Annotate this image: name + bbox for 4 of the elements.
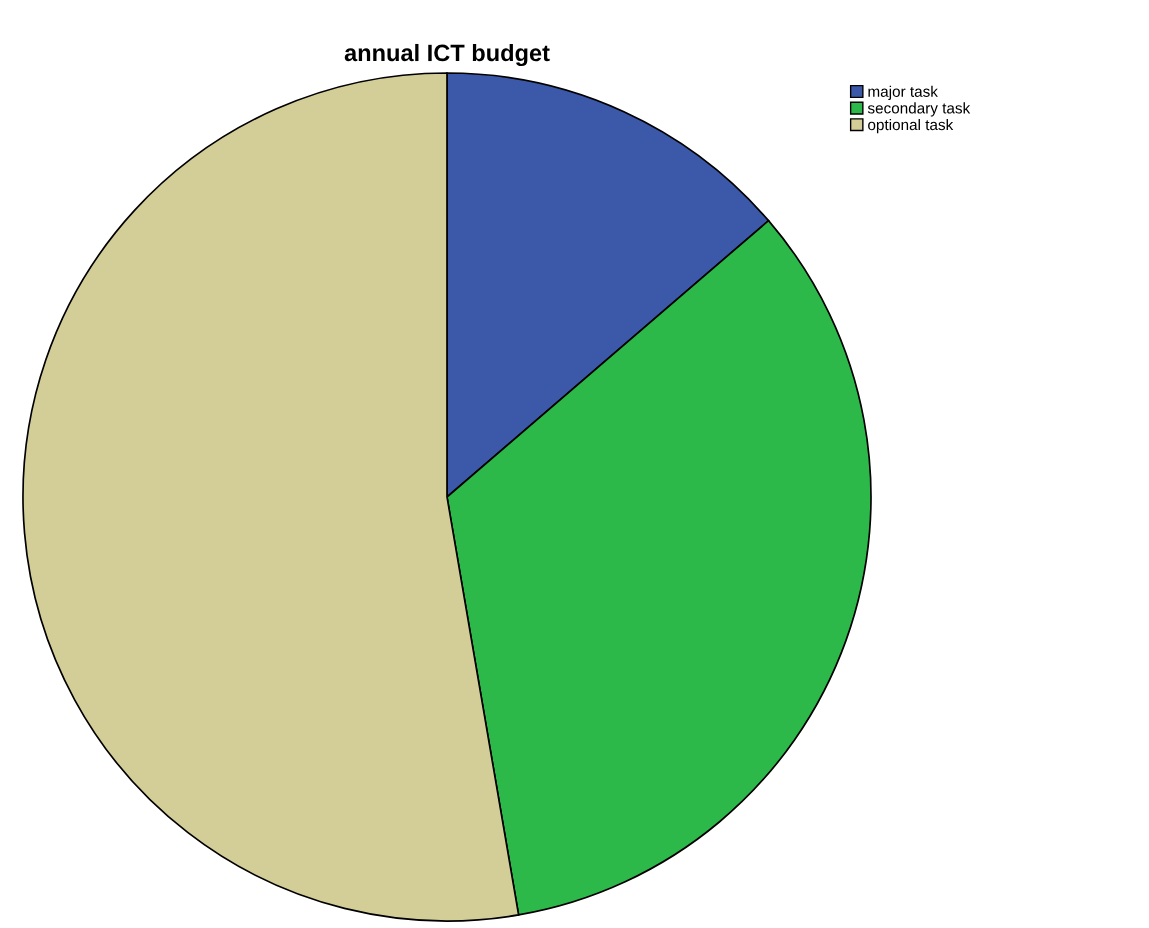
legend-label: major task xyxy=(868,85,938,100)
legend-label: optional task xyxy=(868,118,954,134)
legend-label: secondary task xyxy=(867,102,971,117)
chart-title: annual ICT budget xyxy=(344,43,550,67)
